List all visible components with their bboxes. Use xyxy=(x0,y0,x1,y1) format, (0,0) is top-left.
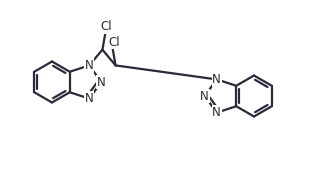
Text: N: N xyxy=(212,73,221,86)
Text: N: N xyxy=(85,59,94,72)
Text: Cl: Cl xyxy=(108,36,120,49)
Text: N: N xyxy=(97,76,106,89)
Text: N: N xyxy=(212,106,221,119)
Text: N: N xyxy=(85,92,94,105)
Text: N: N xyxy=(200,90,209,103)
Text: Cl: Cl xyxy=(100,20,112,33)
